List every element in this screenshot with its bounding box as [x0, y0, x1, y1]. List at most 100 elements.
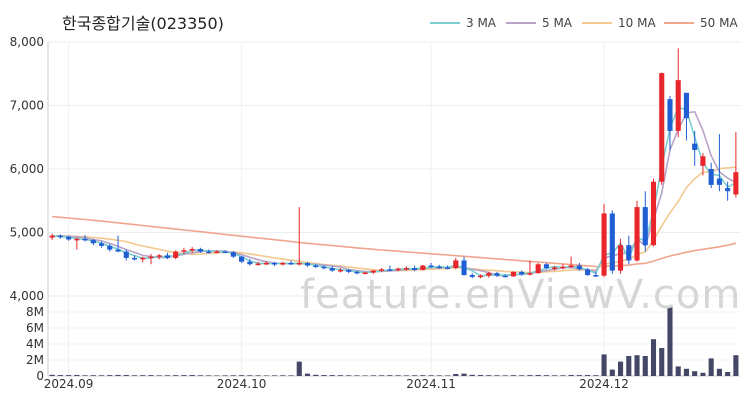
candle-body [354, 271, 360, 274]
volume-bar [82, 375, 88, 376]
volume-bar [321, 375, 327, 376]
volume-bar [271, 375, 278, 376]
candle-body [403, 268, 409, 270]
candle-body [733, 172, 739, 195]
volume-bar [66, 375, 72, 376]
volume-bar [461, 373, 467, 376]
volume-bar [395, 375, 401, 376]
candle-body [346, 269, 352, 272]
candle-body [197, 249, 203, 252]
candle-body [181, 250, 187, 252]
candle-body [716, 178, 722, 185]
candle-body [568, 265, 574, 268]
volume-bar [412, 375, 418, 376]
candle-body [469, 275, 475, 277]
volume-bar [304, 373, 311, 376]
x-tick-label: 2024.12 [579, 377, 629, 391]
volume-bar [552, 375, 558, 376]
volume-bar [189, 375, 195, 376]
volume-bar [280, 375, 286, 376]
x-tick-label: 2024.11 [406, 377, 456, 391]
candle-body [164, 255, 171, 258]
candle-body [535, 264, 541, 274]
volume-bar [420, 375, 426, 376]
volume-bar [428, 375, 434, 376]
volume-tick-label: 4M [26, 337, 44, 351]
candle-body [107, 245, 113, 250]
legend-item-ma3: 3 MA [430, 16, 496, 30]
candle-body [428, 265, 434, 268]
volume-bar [675, 366, 681, 376]
candle-body [593, 275, 599, 277]
candle-body [140, 257, 146, 260]
candle-body [519, 271, 525, 275]
candle-body [148, 256, 154, 259]
candle-body [585, 269, 591, 276]
candle-body [288, 262, 294, 265]
candle-body [412, 268, 418, 270]
volume-bar [206, 375, 212, 376]
volume-bar [486, 375, 492, 376]
legend-item-ma50: 50 MA [664, 16, 738, 30]
candle-body [453, 260, 459, 269]
candle-body [321, 266, 327, 269]
candle-body [659, 73, 665, 182]
candle-body [420, 265, 426, 270]
volume-bar [560, 375, 566, 376]
volume-bar [288, 375, 294, 376]
volume-bar [329, 375, 335, 376]
x-tick-label: 2024.10 [217, 377, 267, 391]
volume-bar [222, 375, 228, 376]
volume-bar [642, 356, 648, 376]
watermark-text: feature.enViewV.com [300, 272, 742, 318]
volume-bar [535, 375, 541, 376]
volume-bar [716, 368, 722, 376]
volume-bar [230, 375, 236, 376]
volume-bar [725, 372, 731, 376]
candle-body [634, 207, 640, 261]
volume-bar [601, 354, 607, 376]
legend-label: 3 MA [466, 16, 497, 30]
candle-body [461, 260, 467, 276]
volume-bar [49, 374, 55, 376]
volume-bar [519, 375, 525, 376]
volume-bar [107, 375, 113, 376]
candle-body [510, 271, 517, 277]
candle-body [387, 269, 393, 271]
candle-body [222, 251, 228, 254]
candle-body [57, 235, 63, 238]
candle-body [123, 251, 129, 258]
volume-bar [131, 375, 138, 376]
candle-body [156, 255, 162, 257]
volume-bar [115, 374, 121, 376]
volume-bar [403, 375, 409, 376]
volume-bar [148, 375, 154, 376]
candle-body [601, 213, 607, 276]
volume-bar [387, 375, 393, 376]
legend-swatch [430, 22, 460, 24]
volume-bar [362, 375, 368, 376]
volume-bar [239, 375, 245, 376]
candle-body [115, 249, 121, 252]
price-tick-label: 4,000 [10, 289, 44, 303]
candle-body [263, 262, 269, 265]
candle-body [700, 156, 706, 166]
volume-bar [354, 375, 360, 376]
volume-bar [247, 375, 253, 376]
candle-body [362, 272, 368, 275]
candle-body [304, 262, 311, 266]
volume-bar [90, 375, 96, 376]
candle-body [725, 188, 731, 192]
candle-body [617, 245, 624, 271]
candle-body [502, 275, 508, 278]
candle-body [626, 245, 632, 261]
volume-bar [494, 375, 500, 376]
legend-swatch [582, 22, 612, 24]
ma50-line [52, 215, 737, 268]
candle-body [444, 267, 451, 269]
candle-body [609, 213, 615, 271]
candle-body [675, 80, 681, 131]
volume-bar [140, 375, 146, 376]
